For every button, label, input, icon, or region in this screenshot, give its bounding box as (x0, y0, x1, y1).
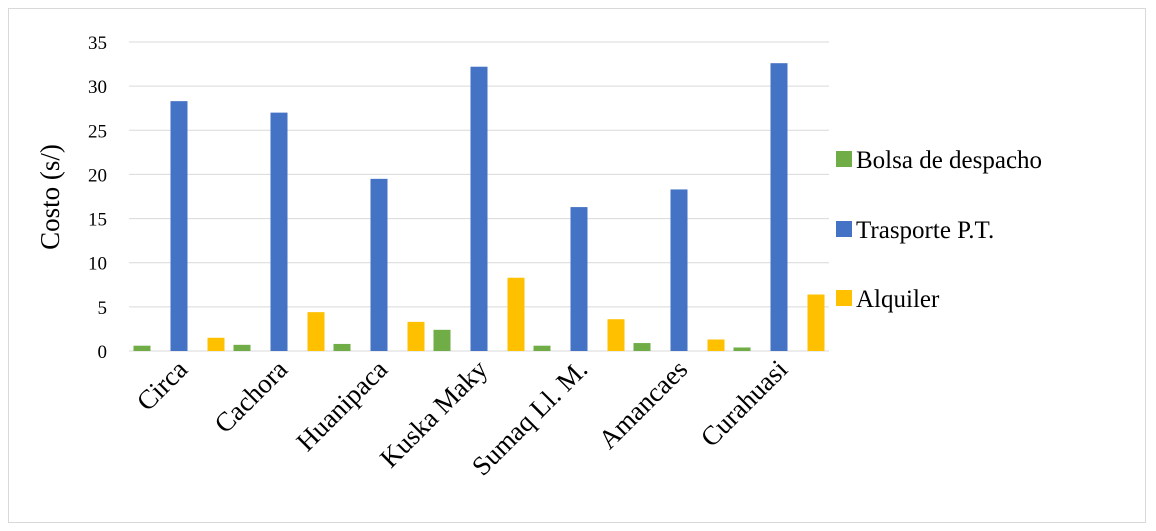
bar-alquiler (307, 312, 325, 351)
bar-alquiler (707, 339, 725, 351)
legend-swatch (836, 290, 852, 306)
bar-bolsa-de-despacho (633, 343, 651, 351)
bar-bolsa-de-despacho (533, 345, 551, 351)
bar-alquiler (607, 319, 625, 351)
bar-bolsa-de-despacho (133, 345, 151, 351)
bar-alquiler (807, 294, 825, 351)
bar-alquiler (207, 337, 225, 351)
x-category-label: Circa (131, 354, 194, 417)
legend-swatch (836, 151, 852, 167)
y-tick-label: 10 (88, 254, 107, 275)
bar-trasporte-p-t (770, 63, 788, 352)
y-tick-label: 25 (88, 121, 107, 142)
y-tick-label: 15 (88, 210, 107, 231)
y-tick-label: 35 (88, 33, 107, 54)
y-tick-label: 0 (98, 342, 108, 363)
bar-trasporte-p-t (670, 189, 688, 351)
legend-item: Bolsa de despacho (836, 147, 1042, 174)
bar-bolsa-de-despacho (233, 344, 251, 351)
bar-trasporte-p-t (270, 112, 288, 351)
legend-swatch (836, 221, 852, 237)
x-category-label: Curahuasi (695, 354, 794, 453)
y-axis-ticks: 0 5 10 15 20 25 30 35 (88, 33, 107, 363)
bar-alquiler (407, 321, 425, 351)
bars (133, 63, 825, 352)
legend-label: Alquiler (856, 286, 940, 313)
bar-bolsa-de-despacho (433, 329, 451, 351)
x-category-label: Amancaes (593, 354, 694, 455)
legend: Bolsa de despacho Trasporte P.T. Alquiler (836, 147, 1042, 313)
y-tick-label: 5 (98, 298, 108, 319)
y-tick-label: 30 (88, 77, 107, 98)
x-category-label: Cachora (208, 354, 293, 439)
bar-bolsa-de-despacho (333, 343, 351, 351)
legend-item: Alquiler (836, 286, 940, 313)
legend-label: Bolsa de despacho (856, 147, 1042, 174)
bar-alquiler (507, 277, 525, 351)
x-category-label: Huanipaca (290, 354, 393, 457)
y-axis-title: Costo (s/) (35, 144, 65, 250)
legend-item: Trasporte P.T. (836, 217, 994, 244)
bar-trasporte-p-t (170, 101, 188, 351)
bar-trasporte-p-t (370, 178, 388, 351)
legend-label: Trasporte P.T. (856, 217, 994, 244)
y-tick-label: 20 (88, 165, 107, 186)
bar-trasporte-p-t (570, 207, 588, 351)
bar-trasporte-p-t (470, 66, 488, 351)
bar-bolsa-de-despacho (733, 347, 751, 351)
